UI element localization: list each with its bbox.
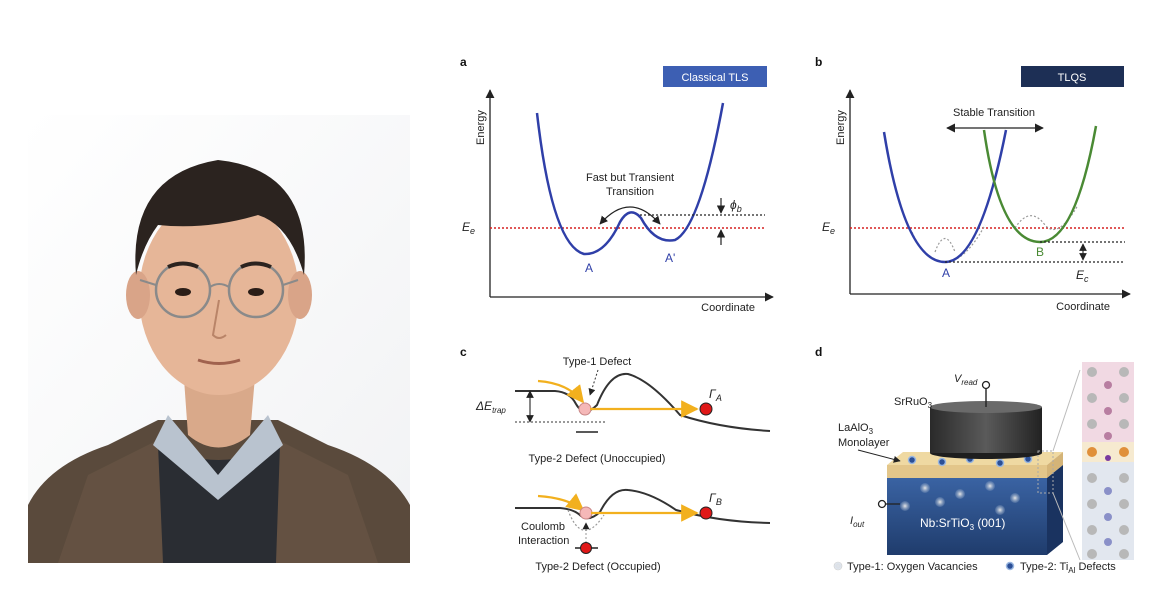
panel-b-ec-label: Ec (1076, 268, 1089, 284)
panel-c-type1-pointer (588, 369, 599, 396)
panel-d-lao-label: LaAlO3 (838, 422, 874, 436)
lattice-lao-region (1082, 442, 1134, 462)
panel-c-coulomb-line1: Coulomb (521, 521, 565, 533)
panel-b-badge (1021, 66, 1124, 87)
vacancy (920, 483, 930, 493)
panel-b-ee-label: Ee (822, 220, 835, 236)
panel-d-letter: d (815, 345, 822, 359)
panel-b: b TLQS Energy Coordinate Ee Stable Trans… (815, 55, 1131, 313)
panel-c-gamma-a-dot (699, 402, 713, 416)
panel-c-type1-defect (578, 402, 592, 416)
panel-c-bottom-type1-defect (579, 506, 593, 520)
panel-c-top-capture-arrow (537, 379, 585, 404)
panel-d-zoom-line-top (1052, 369, 1081, 452)
panel-b-well-b-curve (982, 125, 1098, 244)
portrait-photo (28, 115, 410, 563)
panel-b-grey-hump (934, 237, 956, 253)
panel-a-well-a: A (585, 261, 593, 275)
tial-defect (995, 458, 1005, 468)
panel-d-sro-label: SrRuO3 (894, 396, 933, 410)
panel-c-bottom-band (515, 488, 771, 524)
panel-a-double-well-curve (535, 102, 725, 256)
panel-d-electrode (930, 407, 1042, 453)
panel-d-monolayer-label: Monolayer (838, 437, 890, 449)
panel-a-letter: a (460, 55, 467, 69)
panel-d-zoom-line-bottom (1052, 492, 1081, 561)
panel-d-nbsto-label: Nb:SrTiO3 (001) (920, 516, 1005, 532)
vacancy (900, 501, 910, 511)
panel-c: c Type-1 Defect ΔEtrap ΓA Type-2 Defect … (460, 345, 771, 573)
panel-a-ee-label: Ee (462, 220, 475, 236)
panel-c-type1-label: Type-1 Defect (563, 356, 631, 368)
vacancy (985, 481, 995, 491)
legend-vacancy-marker (833, 561, 843, 571)
panel-b-letter: b (815, 55, 822, 69)
panel-a-badge-text: Classical TLS (681, 72, 748, 84)
panel-b-transition-label: Stable Transition (953, 107, 1035, 119)
tial-defect (907, 455, 917, 465)
panel-d-lao-side (1047, 452, 1063, 478)
vacancy (935, 497, 945, 507)
panel-c-type2-occupied-label: Type-2 Defect (Occupied) (535, 561, 660, 573)
panel-d-substrate-front (887, 478, 1047, 555)
legend-type1-label: Type-1: Oxygen Vacancies (847, 561, 978, 573)
panel-a-transition-line2: Transition (606, 186, 654, 198)
panel-b-well-b: B (1036, 245, 1044, 259)
panel-c-type2-unoccupied-label: Type-2 Defect (Unoccupied) (529, 453, 666, 465)
panel-d-lao-front (887, 465, 1047, 478)
panel-a-well-a-prime: A' (665, 251, 675, 265)
vacancy (995, 505, 1005, 515)
panel-a-x-label: Coordinate (701, 302, 755, 314)
panel-a-phi-label: ϕb (730, 198, 742, 214)
panel-b-x-label: Coordinate (1056, 301, 1110, 313)
panel-d-substrate-side (1047, 465, 1063, 555)
panel-c-type2-occupied-dot (580, 542, 592, 554)
panel-c-bottom-capture-arrow (537, 493, 585, 512)
panel-d-crystal-lattice (1082, 362, 1134, 560)
panel-d-vread-terminal (981, 380, 991, 390)
panel-a-transition-arrow (599, 206, 661, 225)
panel-c-gamma-b-dot (699, 506, 713, 520)
panel-d-iout-label: Iout (850, 515, 865, 529)
panel-c-delta-label: ΔEtrap (475, 399, 506, 415)
panel-b-y-label: Energy (835, 110, 847, 145)
panel-a-badge (663, 66, 767, 87)
panel-c-coulomb-line2: Interaction (518, 535, 569, 547)
panel-a: a Classical TLS Energy Coordinate Ee A A… (460, 55, 774, 314)
panel-d-iout-terminal (877, 499, 887, 509)
panel-b-badge-text: TLQS (1058, 72, 1087, 84)
panel-c-letter: c (460, 345, 467, 359)
panel-a-y-label: Energy (475, 110, 487, 145)
vacancy (955, 489, 965, 499)
panel-b-grey-well-a (911, 224, 986, 263)
panel-d: d Vread SrRuO3 (815, 345, 1134, 575)
legend-type2-label: Type-2: TiAl Defects (1020, 561, 1116, 575)
legend-tial-marker (1005, 561, 1015, 571)
panel-c-gamma-a-label: ΓA (709, 387, 722, 403)
panel-d-zoom-box (1037, 450, 1054, 494)
panel-b-well-a: A (942, 266, 950, 280)
vacancy (1010, 493, 1020, 503)
panel-d-oxygen-vacancies (900, 481, 1020, 515)
panel-d-monolayer-pointer (857, 449, 901, 463)
panel-d-vread-label: Vread (954, 373, 978, 387)
panel-a-transition-line1: Fast but Transient (586, 172, 674, 184)
panel-c-gamma-b-label: ΓB (709, 491, 722, 507)
tial-defect (937, 457, 947, 467)
